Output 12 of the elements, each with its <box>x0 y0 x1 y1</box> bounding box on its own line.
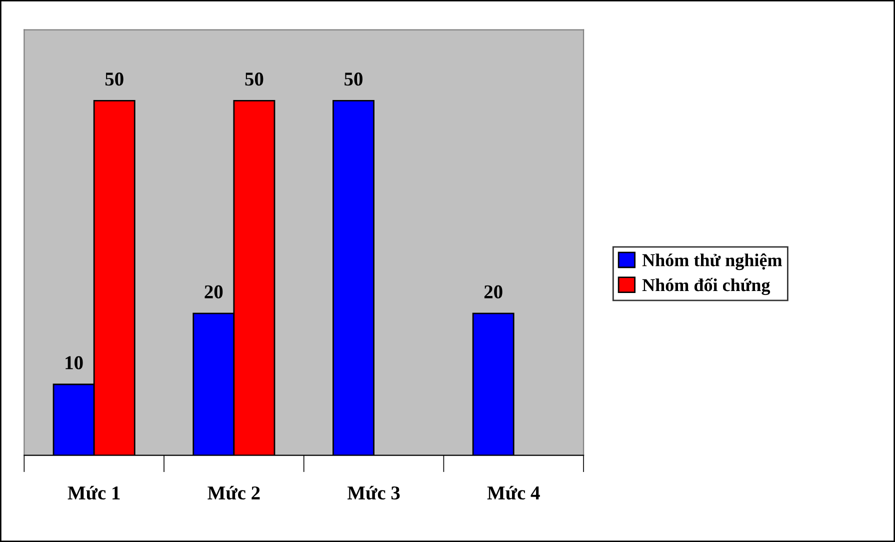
data-label: 50 <box>344 72 362 86</box>
x-tick-label: Mức 3 <box>347 486 400 500</box>
data-label: 20 <box>204 285 223 298</box>
legend-label: Nhóm thử nghiệm <box>642 253 782 270</box>
x-tick-label: Mức 2 <box>208 486 260 500</box>
x-tick-label: Mức 1 <box>68 486 120 500</box>
data-label: 10 <box>66 356 83 370</box>
data-label: 20 <box>484 285 502 298</box>
legend-label: Nhóm đối chứng <box>642 278 770 296</box>
data-label: 50 <box>105 72 124 86</box>
data-label: 50 <box>245 72 264 86</box>
x-tick-label: Mức 4 <box>487 486 540 500</box>
